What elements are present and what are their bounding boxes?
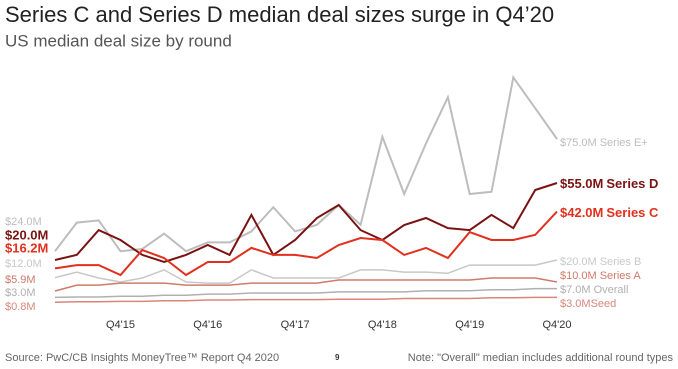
- end-value: $7.0M: [560, 284, 591, 296]
- start-label: $16.2M: [5, 240, 48, 255]
- start-label: $0.8M: [5, 301, 36, 313]
- x-tick-label: Q4'17: [281, 319, 310, 331]
- x-tick-label: Q4'20: [542, 319, 571, 331]
- series-line: [54, 182, 558, 264]
- x-tick-label: Q4'19: [455, 319, 484, 331]
- page-number: 9: [335, 353, 340, 362]
- start-label: $12.0M: [5, 258, 42, 270]
- legend-entry: Series B: [600, 256, 642, 268]
- end-value: $42.0M: [560, 205, 603, 220]
- legend-entry: Series D: [606, 176, 658, 191]
- end-value: $75.0M: [560, 137, 597, 149]
- end-label: $42.0M Series C: [560, 205, 659, 220]
- source: Source: PwC/CB Insights MoneyTree™ Repor…: [5, 352, 279, 364]
- start-label: $20.0M: [5, 227, 48, 242]
- start-label: $24.0M: [5, 216, 42, 228]
- series-line: [54, 277, 558, 292]
- end-label: $75.0M Series E+: [560, 137, 648, 149]
- chart-subtitle: US median deal size by round: [5, 31, 232, 50]
- series-line: [54, 296, 557, 303]
- x-tick-label: Q4'18: [368, 319, 397, 331]
- note: Note: "Overall" median includes addition…: [408, 352, 674, 364]
- end-value: $10.0M: [560, 270, 597, 282]
- legend-entry: Overall: [594, 284, 629, 296]
- series-line: [54, 259, 558, 284]
- legend-entry: Series A: [600, 270, 642, 282]
- end-label: $3.0MSeed: [560, 298, 616, 310]
- end-value: $20.0M: [560, 256, 597, 268]
- series-line: [54, 74, 558, 253]
- series-line: [54, 287, 557, 299]
- x-tick-label: Q4'16: [193, 319, 222, 331]
- end-label: $55.0M Series D: [560, 176, 658, 191]
- x-tick-label: Q4'15: [106, 319, 135, 331]
- legend-entry: Series E+: [600, 137, 648, 149]
- start-label: $5.9M: [5, 274, 36, 286]
- end-label: $20.0M Series B: [560, 256, 641, 268]
- end-value: $55.0M: [560, 176, 603, 191]
- end-label: $7.0M Overall: [560, 284, 628, 296]
- chart-title: Series C and Series D median deal sizes …: [5, 2, 554, 27]
- legend-entry: Series C: [606, 205, 659, 220]
- series-line: [54, 210, 558, 277]
- end-value: $3.0M: [560, 298, 591, 310]
- start-label: $3.0M: [5, 287, 36, 299]
- legend-entry: Seed: [591, 298, 617, 310]
- end-label: $10.0M Series A: [560, 270, 641, 282]
